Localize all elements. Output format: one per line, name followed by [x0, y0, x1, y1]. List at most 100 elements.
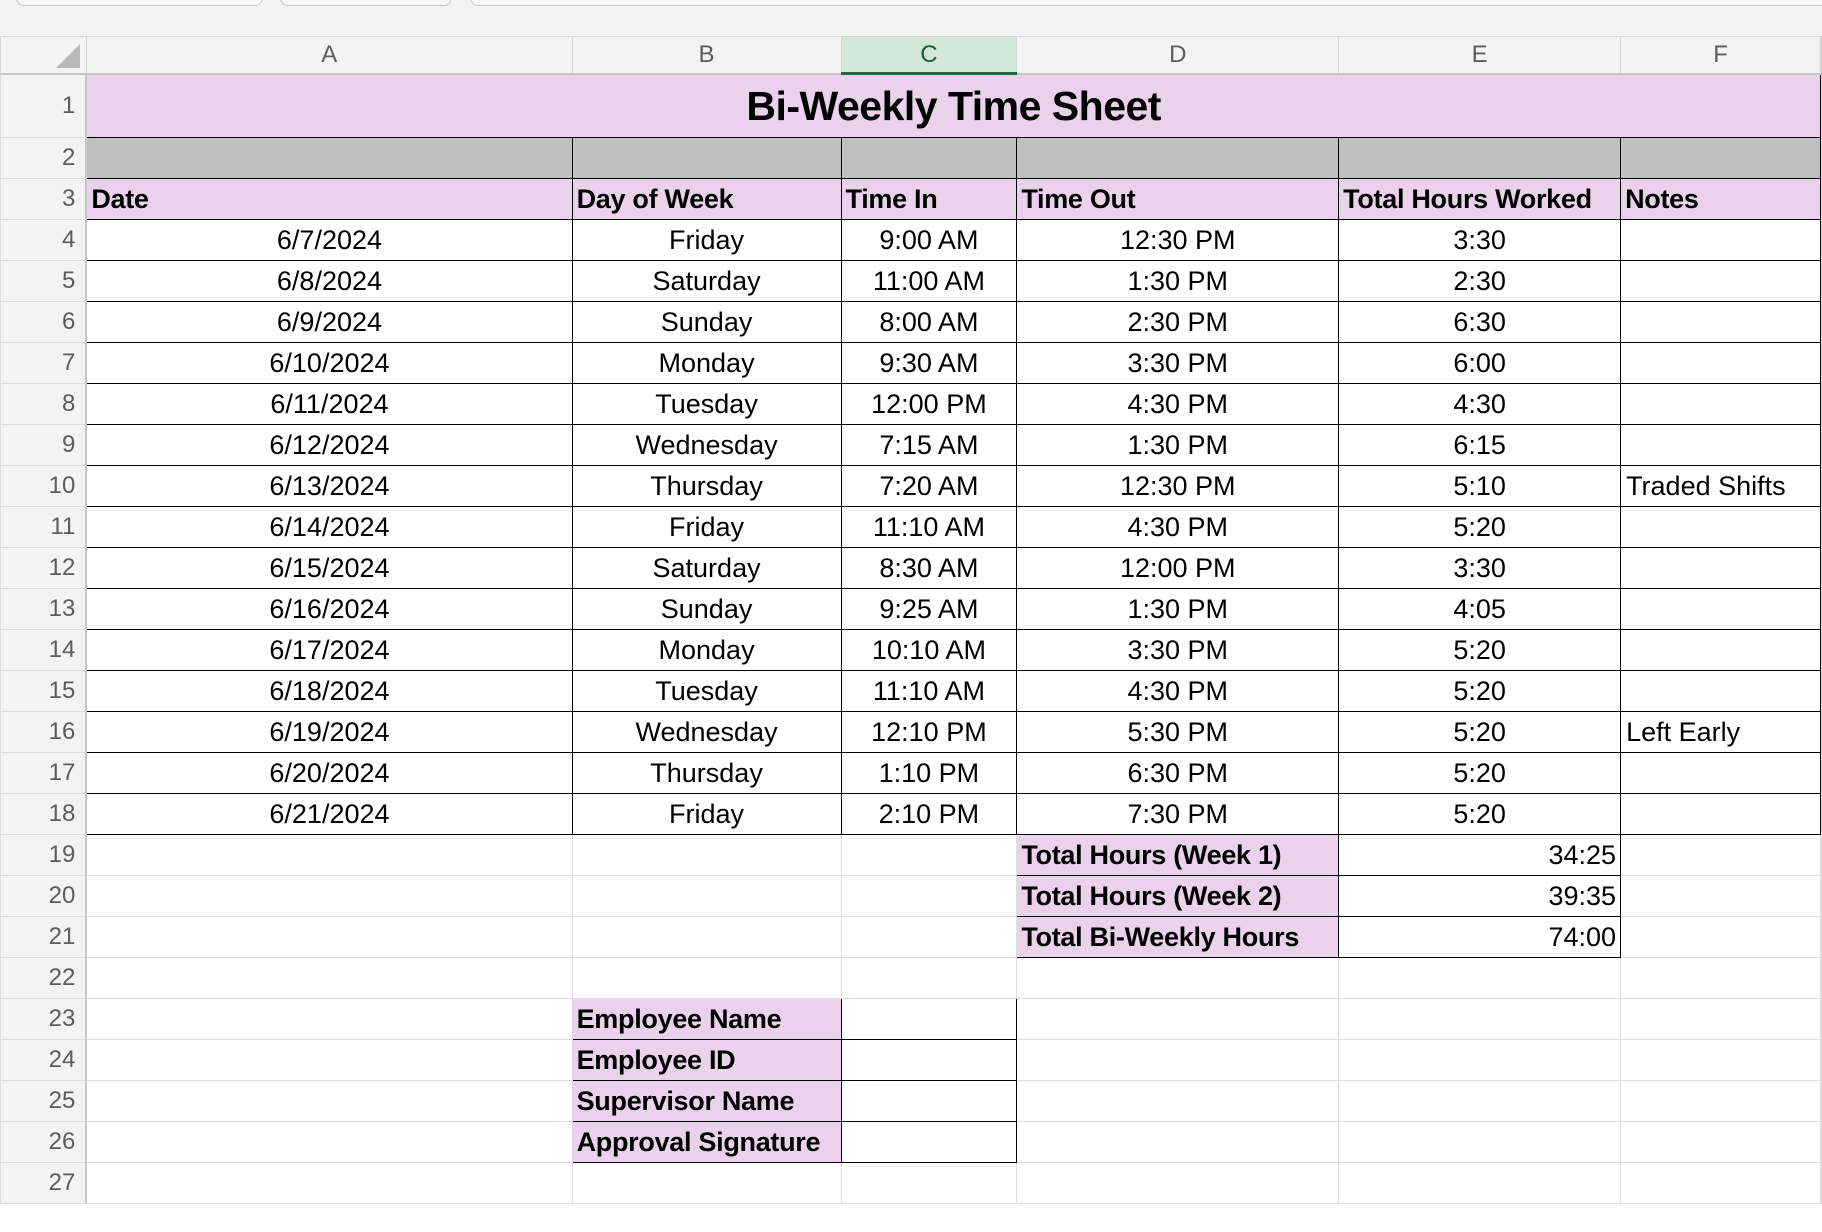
- time-out-cell[interactable]: 1:30 PM: [1016, 588, 1340, 630]
- cell[interactable]: [1620, 1162, 1821, 1204]
- day-cell[interactable]: Saturday: [571, 260, 842, 302]
- hours-cell[interactable]: 5:10: [1338, 465, 1622, 507]
- cell[interactable]: [1820, 957, 1822, 999]
- cell[interactable]: [1620, 834, 1821, 876]
- time-out-cell[interactable]: 7:30 PM: [1016, 793, 1340, 835]
- signoff-label[interactable]: Employee ID: [571, 1039, 842, 1081]
- time-in-cell[interactable]: 8:30 AM: [840, 547, 1018, 589]
- time-out-cell[interactable]: 1:30 PM: [1016, 424, 1340, 466]
- row-header[interactable]: 13: [0, 588, 88, 630]
- time-out-cell[interactable]: 12:30 PM: [1016, 465, 1340, 507]
- cell[interactable]: [1820, 1039, 1822, 1081]
- time-in-cell[interactable]: 12:00 PM: [840, 383, 1018, 425]
- column-header-b[interactable]: B: [571, 36, 842, 75]
- date-cell[interactable]: 6/21/2024: [85, 793, 573, 835]
- row-header[interactable]: 2: [0, 137, 88, 179]
- time-out-cell[interactable]: 6:30 PM: [1016, 752, 1340, 794]
- cell[interactable]: [85, 1039, 573, 1081]
- cell[interactable]: [85, 1162, 573, 1204]
- notes-cell[interactable]: [1620, 588, 1821, 630]
- row-header[interactable]: 19: [0, 834, 88, 876]
- date-cell[interactable]: 6/9/2024: [85, 301, 573, 343]
- cell[interactable]: [1620, 1080, 1821, 1122]
- notes-cell[interactable]: Traded Shifts: [1620, 465, 1821, 507]
- cell[interactable]: [1820, 1162, 1822, 1204]
- time-in-cell[interactable]: 11:10 AM: [840, 670, 1018, 712]
- column-label-time-out[interactable]: Time Out: [1016, 178, 1340, 220]
- time-out-cell[interactable]: 4:30 PM: [1016, 506, 1340, 548]
- notes-cell[interactable]: [1620, 629, 1821, 671]
- day-cell[interactable]: Wednesday: [571, 424, 842, 466]
- column-label-date[interactable]: Date: [85, 178, 573, 220]
- time-in-cell[interactable]: 11:10 AM: [840, 506, 1018, 548]
- cell[interactable]: [1620, 916, 1821, 958]
- hours-cell[interactable]: 5:20: [1338, 670, 1622, 712]
- row-header[interactable]: 5: [0, 260, 88, 302]
- cell[interactable]: [1820, 834, 1822, 876]
- column-label-notes[interactable]: Notes: [1620, 178, 1821, 220]
- time-out-cell[interactable]: 5:30 PM: [1016, 711, 1340, 753]
- hours-cell[interactable]: 2:30: [1338, 260, 1622, 302]
- row-header[interactable]: 20: [0, 875, 88, 917]
- cell[interactable]: [1338, 957, 1622, 999]
- cell[interactable]: [1820, 793, 1822, 835]
- sheet-title[interactable]: Bi-Weekly Time Sheet: [85, 73, 1822, 138]
- day-cell[interactable]: Monday: [571, 629, 842, 671]
- hours-cell[interactable]: 6:30: [1338, 301, 1622, 343]
- summary-value[interactable]: 74:00: [1338, 916, 1622, 958]
- row-header[interactable]: 4: [0, 219, 88, 261]
- row-header[interactable]: 23: [0, 998, 88, 1040]
- cell[interactable]: [1016, 1039, 1340, 1081]
- date-cell[interactable]: 6/11/2024: [85, 383, 573, 425]
- cell[interactable]: [1338, 1162, 1622, 1204]
- hours-cell[interactable]: 5:20: [1338, 629, 1622, 671]
- row-header[interactable]: 14: [0, 629, 88, 671]
- cell[interactable]: [840, 834, 1018, 876]
- cell[interactable]: [1620, 1039, 1821, 1081]
- cell[interactable]: [840, 916, 1018, 958]
- cell[interactable]: [1338, 1121, 1622, 1163]
- time-in-cell[interactable]: 8:00 AM: [840, 301, 1018, 343]
- cell[interactable]: [1820, 588, 1822, 630]
- cell[interactable]: [1820, 178, 1822, 220]
- header-band-cell[interactable]: [1338, 137, 1622, 179]
- header-band-cell[interactable]: [1016, 137, 1340, 179]
- cell[interactable]: [85, 998, 573, 1040]
- time-in-cell[interactable]: 7:15 AM: [840, 424, 1018, 466]
- cell[interactable]: [1820, 1080, 1822, 1122]
- day-cell[interactable]: Thursday: [571, 752, 842, 794]
- summary-value[interactable]: 34:25: [1338, 834, 1622, 876]
- summary-label[interactable]: Total Bi-Weekly Hours: [1016, 916, 1340, 958]
- date-cell[interactable]: 6/19/2024: [85, 711, 573, 753]
- time-in-cell[interactable]: 9:00 AM: [840, 219, 1018, 261]
- cell[interactable]: [1016, 957, 1340, 999]
- header-band-cell[interactable]: [1620, 137, 1821, 179]
- cell[interactable]: [1016, 1121, 1340, 1163]
- row-header[interactable]: 9: [0, 424, 88, 466]
- select-all-button[interactable]: [0, 36, 87, 75]
- day-cell[interactable]: Sunday: [571, 301, 842, 343]
- time-out-cell[interactable]: 2:30 PM: [1016, 301, 1340, 343]
- hours-cell[interactable]: 5:20: [1338, 506, 1622, 548]
- notes-cell[interactable]: [1620, 424, 1821, 466]
- notes-cell[interactable]: [1620, 383, 1821, 425]
- date-cell[interactable]: 6/10/2024: [85, 342, 573, 384]
- signoff-input[interactable]: [840, 998, 1018, 1040]
- time-in-cell[interactable]: 9:25 AM: [840, 588, 1018, 630]
- cell[interactable]: [840, 1162, 1018, 1204]
- formula-controls[interactable]: [280, 0, 452, 6]
- hours-cell[interactable]: 6:00: [1338, 342, 1622, 384]
- cell[interactable]: [1820, 875, 1822, 917]
- row-header[interactable]: 10: [0, 465, 88, 507]
- hours-cell[interactable]: 5:20: [1338, 793, 1622, 835]
- row-header[interactable]: 3: [0, 178, 88, 220]
- notes-cell[interactable]: Left Early: [1620, 711, 1821, 753]
- signoff-input[interactable]: [840, 1121, 1018, 1163]
- cell[interactable]: [1820, 137, 1822, 179]
- day-cell[interactable]: Monday: [571, 342, 842, 384]
- time-out-cell[interactable]: 12:30 PM: [1016, 219, 1340, 261]
- cell[interactable]: [1820, 547, 1822, 589]
- day-cell[interactable]: Sunday: [571, 588, 842, 630]
- day-cell[interactable]: Friday: [571, 506, 842, 548]
- row-header[interactable]: 17: [0, 752, 88, 794]
